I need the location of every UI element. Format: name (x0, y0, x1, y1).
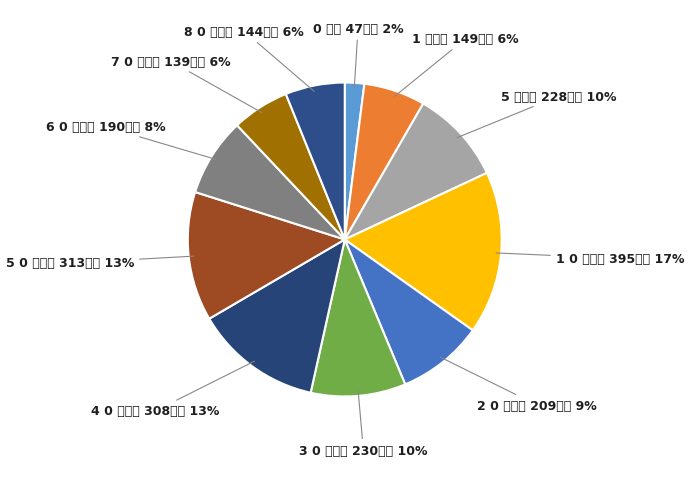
Wedge shape (345, 240, 473, 384)
Text: 0 歳， 47人， 2%: 0 歳， 47人， 2% (313, 23, 404, 89)
Wedge shape (345, 104, 487, 240)
Wedge shape (286, 84, 345, 240)
Text: 8 0 歳～， 144人， 6%: 8 0 歳～， 144人， 6% (184, 26, 314, 92)
Text: 6 0 歳～， 190人， 8%: 6 0 歳～， 190人， 8% (46, 121, 216, 160)
Wedge shape (188, 192, 345, 319)
Wedge shape (310, 240, 405, 396)
Text: 3 0 歳～， 230人， 10%: 3 0 歳～， 230人， 10% (299, 391, 428, 457)
Text: 1 歳～， 149人， 6%: 1 歳～， 149人， 6% (395, 33, 519, 97)
Wedge shape (237, 95, 345, 240)
Text: 7 0 歳～， 139人， 6%: 7 0 歳～， 139人， 6% (110, 56, 262, 113)
Wedge shape (345, 84, 364, 240)
Text: 4 0 歳～， 308人， 13%: 4 0 歳～， 308人， 13% (92, 361, 255, 417)
Text: 1 0 歳～， 395人， 17%: 1 0 歳～， 395人， 17% (496, 252, 684, 265)
Wedge shape (195, 126, 345, 240)
Text: 5 0 歳～， 313人， 13%: 5 0 歳～， 313人， 13% (6, 257, 194, 270)
Wedge shape (345, 174, 502, 331)
Text: 2 0 歳～， 209人， 9%: 2 0 歳～， 209人， 9% (440, 358, 597, 412)
Wedge shape (209, 240, 345, 393)
Wedge shape (345, 84, 423, 240)
Text: 5 歳～， 228人， 10%: 5 歳～， 228人， 10% (457, 91, 616, 138)
